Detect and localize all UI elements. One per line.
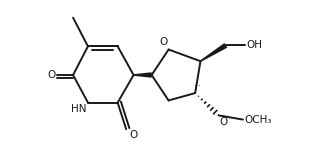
Text: O: O [48, 70, 56, 80]
Text: ···: ··· [193, 83, 201, 92]
Text: O: O [129, 130, 137, 140]
Text: OCH₃: OCH₃ [244, 115, 271, 125]
Text: O: O [220, 117, 228, 127]
Polygon shape [200, 43, 228, 62]
Text: OH: OH [246, 40, 262, 50]
Text: HN: HN [71, 104, 86, 114]
Polygon shape [134, 72, 152, 78]
Text: O: O [159, 37, 167, 47]
